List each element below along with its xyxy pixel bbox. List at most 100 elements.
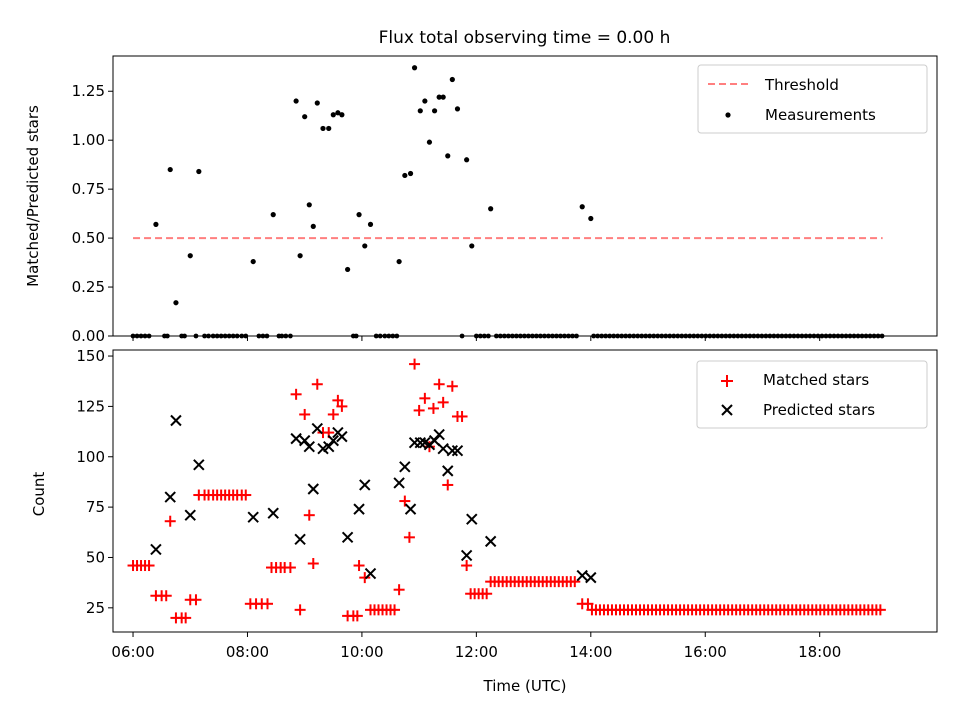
bottom-y-axis-label: Count (30, 472, 48, 517)
matched-star-point (403, 531, 415, 543)
predicted-star-point (164, 491, 176, 503)
predicted-star-point (184, 509, 196, 521)
matched-star-point (427, 402, 439, 414)
predicted-star-point (327, 434, 340, 447)
matched-star-point (359, 572, 371, 584)
top-y-tick-label: 0.00 (72, 327, 105, 345)
measurement-point (396, 258, 402, 265)
top-y-tick-label: 0.75 (72, 180, 105, 198)
predicted-stars-points-group (150, 414, 597, 584)
legend-matched-swatch (721, 375, 733, 387)
predicted-star-point (576, 569, 588, 582)
predicted-star-point (484, 535, 497, 548)
bottom-y-tick-label: 100 (76, 448, 105, 466)
top-y-tick-label: 1.00 (72, 131, 105, 149)
matched-star-point (389, 604, 401, 616)
top-y-tick-label: 0.50 (72, 229, 105, 247)
bottom-y-tick-label: 150 (76, 347, 105, 365)
legend-measurements-label: Measurements (765, 106, 876, 124)
measurement-point (314, 100, 320, 106)
measurement-point (345, 266, 351, 273)
matched-star-point (351, 610, 363, 622)
matched-star-point (180, 612, 192, 624)
predicted-star-point (466, 513, 478, 525)
matched-star-point (442, 479, 454, 491)
measurement-point (335, 110, 341, 116)
bottom-x-tick-label: 18:00 (798, 643, 841, 661)
top-y-tick-label: 1.25 (72, 82, 105, 100)
matched-star-point (299, 408, 311, 420)
predicted-star-point (437, 442, 449, 455)
top-legend: Threshold Measurements (697, 64, 928, 134)
measurement-point (417, 108, 423, 114)
predicted-star-point (433, 428, 445, 441)
matched-star-point (569, 576, 581, 588)
measurement-point (326, 125, 332, 132)
predicted-star-point (460, 549, 473, 562)
matched-star-point (311, 378, 323, 390)
matched-star-point (461, 560, 473, 572)
bottom-axes-frame (112, 349, 938, 633)
measurement-point (310, 223, 316, 229)
matched-star-point (307, 558, 319, 570)
matched-star-point (294, 604, 306, 616)
bottom-x-tick-label: 10:00 (340, 643, 383, 661)
matched-star-point (446, 380, 458, 392)
matched-star-point (303, 509, 315, 521)
matched-star-point (874, 604, 886, 616)
measurement-point (270, 212, 276, 218)
matched-star-point (433, 378, 445, 390)
bottom-x-tick-label: 06:00 (111, 643, 154, 661)
predicted-star-point (341, 531, 354, 544)
predicted-star-point (446, 445, 459, 457)
measurement-point (173, 300, 179, 306)
matched-star-point (262, 598, 273, 610)
matched-star-point (393, 584, 405, 596)
predicted-star-point (404, 503, 417, 515)
predicted-star-point (442, 465, 454, 477)
measurement-point (464, 157, 470, 163)
bottom-x-axis-label: Time (UTC) (483, 677, 567, 695)
predicted-star-point (303, 440, 315, 453)
matched-star-point (582, 598, 594, 610)
measurement-point (330, 112, 336, 118)
predicted-star-point (267, 507, 279, 519)
matched-star-point (481, 588, 493, 600)
top-x-ticks (132, 336, 821, 341)
matched-star-point (456, 410, 468, 422)
predicted-star-point (336, 430, 348, 443)
measurement-point (339, 112, 345, 118)
predicted-star-point (585, 571, 597, 584)
measurement-point (445, 153, 451, 159)
measurement-point (167, 166, 173, 173)
bottom-y-tick-label: 25 (86, 599, 105, 617)
predicted-star-point (364, 567, 377, 580)
figure-title: Flux total observing time = 0.00 h (379, 28, 671, 48)
legend-predicted-label: Predicted stars (763, 401, 875, 419)
matched-star-point (190, 594, 202, 606)
measurement-point (362, 243, 368, 249)
measurement-point (407, 170, 414, 177)
predicted-star-point (298, 434, 311, 447)
top-legend-box (697, 64, 928, 134)
measurement-point (469, 243, 475, 249)
predicted-star-point (170, 414, 182, 427)
matched-star-point (160, 590, 172, 602)
measurement-point (153, 221, 159, 227)
measurement-point (411, 65, 418, 71)
bottom-panel: 25 50 75 100 125 150 06:00 08:00 10:00 12:00 14:0… (30, 347, 938, 695)
measurement-point (426, 139, 433, 145)
top-y-axis-label: Matched/Predicted stars (24, 105, 42, 287)
measurements-points-group (153, 65, 594, 306)
legend-measurements-swatch (725, 112, 731, 118)
matched-star-point (413, 404, 425, 416)
measurement-point (422, 98, 428, 104)
bottom-y-tick-label: 75 (86, 498, 105, 516)
measurement-point (302, 114, 308, 120)
predicted-star-point (323, 440, 335, 453)
measurement-point (196, 168, 202, 175)
legend-matched-label: Matched stars (763, 371, 869, 389)
bottom-x-ticks: 06:00 08:00 10:00 12:00 14:00 16:00 18:00 (111, 632, 841, 661)
matched-stars-points-group (127, 358, 886, 624)
measurement-point (440, 94, 446, 100)
